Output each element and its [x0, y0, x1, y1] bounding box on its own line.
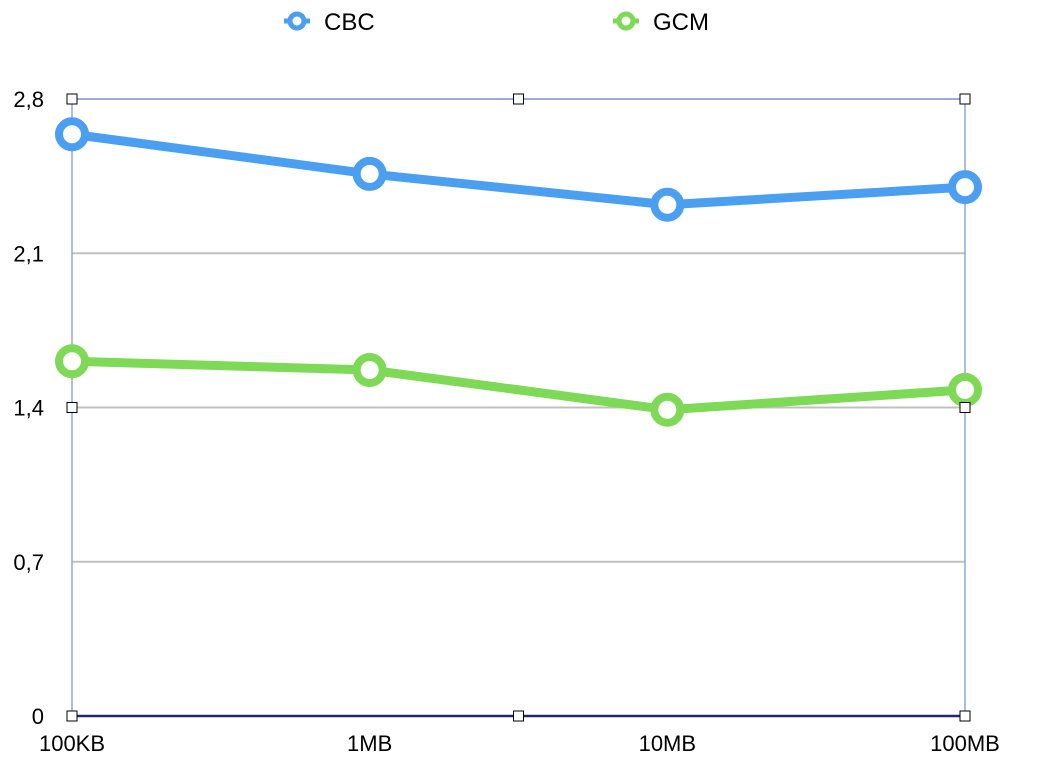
- square-handle-icon[interactable]: [66, 710, 78, 722]
- series-line-cbc: [67, 129, 970, 210]
- data-point-cbc: [352, 156, 387, 191]
- square-handle-icon[interactable]: [513, 93, 524, 105]
- data-point-cbc: [55, 117, 89, 152]
- y-tick-label: 0,7: [13, 550, 44, 575]
- legend-marker-icon: [616, 11, 636, 31]
- square-handle-icon[interactable]: [66, 93, 78, 105]
- legend: CBC GCM: [284, 9, 709, 36]
- square-handle-icon[interactable]: [66, 402, 78, 413]
- series-layer: [55, 117, 982, 427]
- data-point-gcm: [352, 353, 387, 388]
- axis-layer: 0 0,7 1,4 2,1 2,8 100KB 1MB 10MB 100MB: [13, 87, 999, 756]
- y-tick-label: 1,4: [13, 396, 44, 421]
- y-tick-label: 2,8: [13, 87, 44, 112]
- data-point-cbc: [948, 170, 982, 205]
- legend-label-gcm: GCM: [653, 9, 709, 36]
- square-handle-icon[interactable]: [959, 402, 971, 413]
- y-tick-label: 2,1: [13, 241, 44, 266]
- data-point-gcm: [650, 392, 685, 427]
- data-point-gcm: [55, 344, 89, 379]
- square-handle-icon[interactable]: [959, 710, 971, 722]
- square-handle-icon[interactable]: [959, 93, 971, 105]
- selection-handles[interactable]: [66, 93, 971, 722]
- y-tick-label: 0: [32, 704, 44, 729]
- square-handle-icon[interactable]: [513, 710, 524, 722]
- legend-label-cbc: CBC: [324, 9, 375, 36]
- data-point-gcm: [948, 372, 982, 407]
- x-tick-label: 100KB: [39, 731, 105, 756]
- data-point-cbc: [650, 187, 685, 222]
- legend-marker-icon: [287, 11, 307, 31]
- x-tick-label: 100MB: [930, 731, 1000, 756]
- x-tick-label: 10MB: [639, 731, 696, 756]
- x-tick-label: 1MB: [347, 731, 392, 756]
- grid-layer: [72, 98, 965, 563]
- series-line-gcm: [67, 356, 970, 415]
